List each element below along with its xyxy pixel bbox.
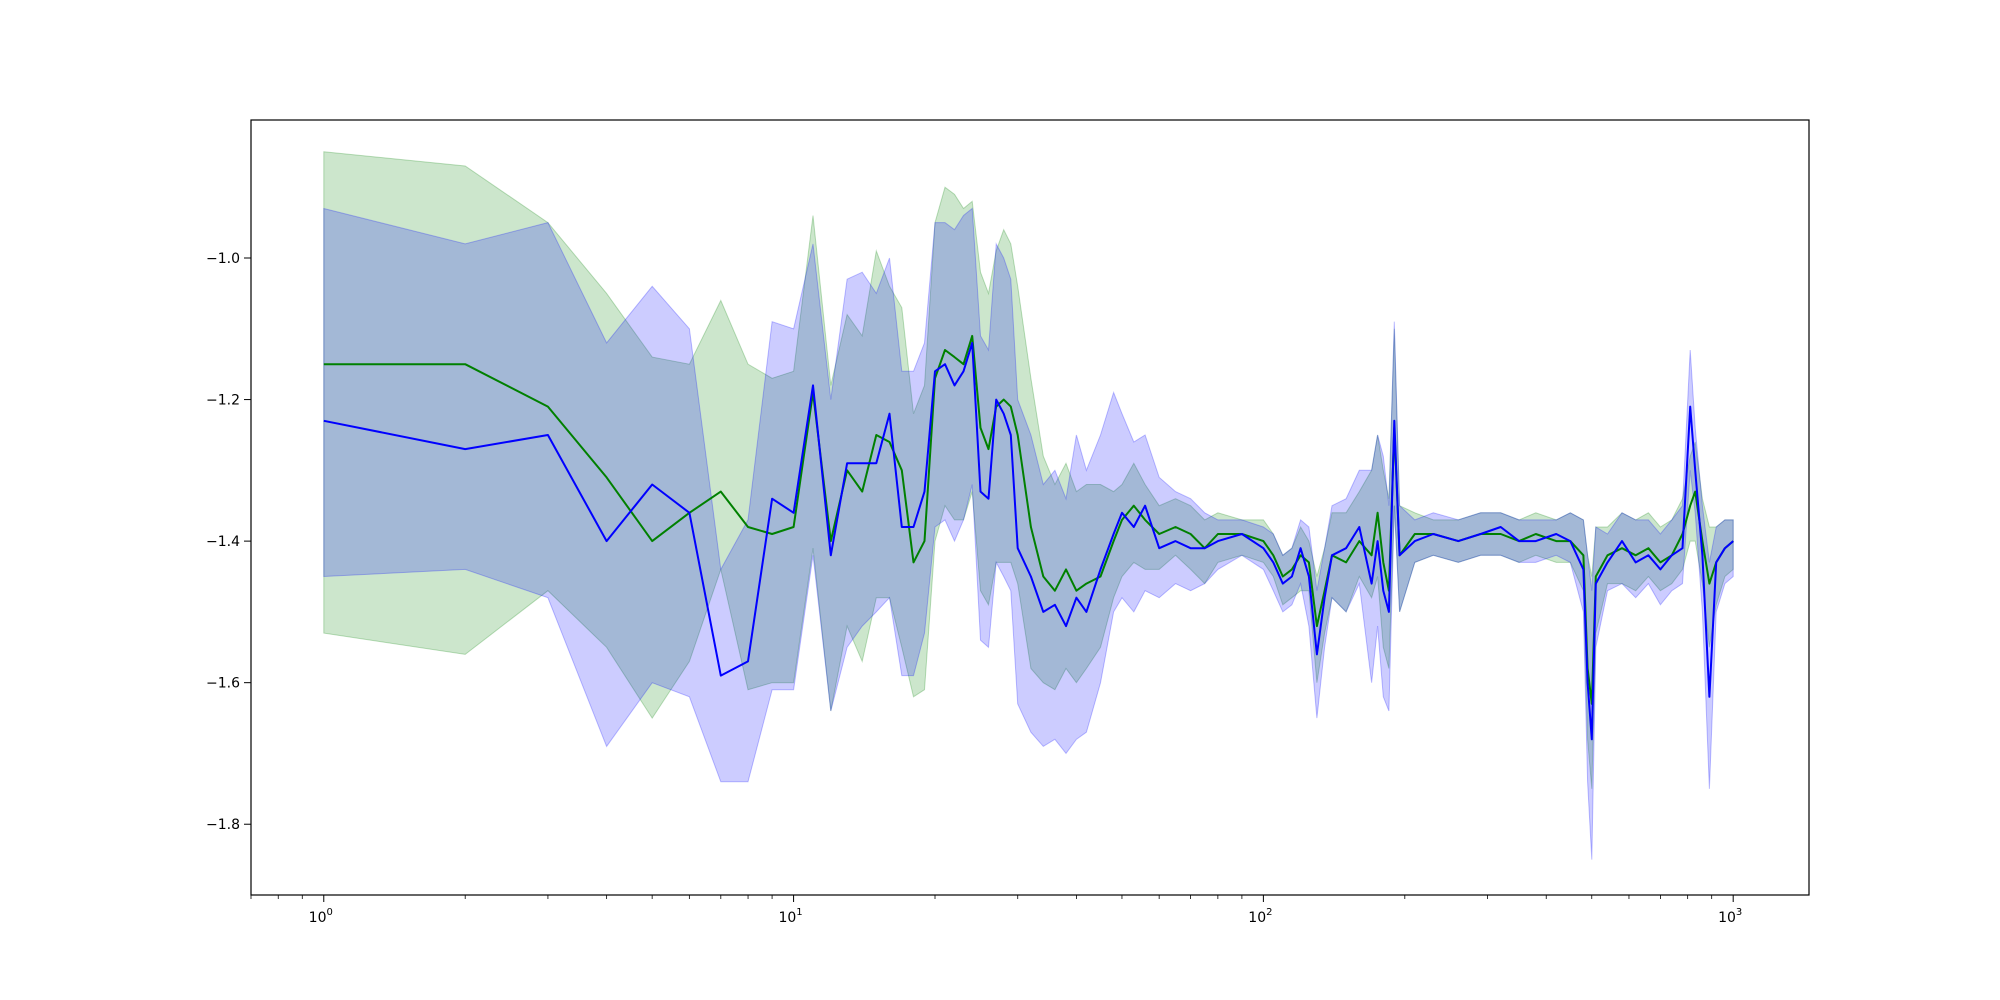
y-axis: −1.8 −1.6 −1.4 −1.2 −1.0 — [206, 251, 251, 833]
x-axis: 100 101 102 103 — [250, 895, 1742, 926]
x-tick-label: 100 — [309, 907, 333, 926]
series-2-band — [323, 207, 1734, 860]
y-tick-label: −1.8 — [206, 817, 240, 833]
x-tick-label: 103 — [1718, 907, 1742, 926]
series-1-band — [323, 151, 1734, 789]
y-tick-label: −1.0 — [206, 251, 240, 267]
series-lines — [323, 334, 1734, 741]
y-tick-label: −1.2 — [206, 393, 240, 409]
series-2-line — [323, 341, 1734, 741]
confidence-bands — [323, 151, 1734, 860]
y-tick-label: −1.6 — [206, 676, 240, 692]
x-tick-label: 102 — [1248, 907, 1272, 926]
x-tick-label: 101 — [778, 907, 802, 926]
y-tick-label: −1.4 — [206, 534, 240, 550]
plot-frame — [250, 119, 1810, 896]
